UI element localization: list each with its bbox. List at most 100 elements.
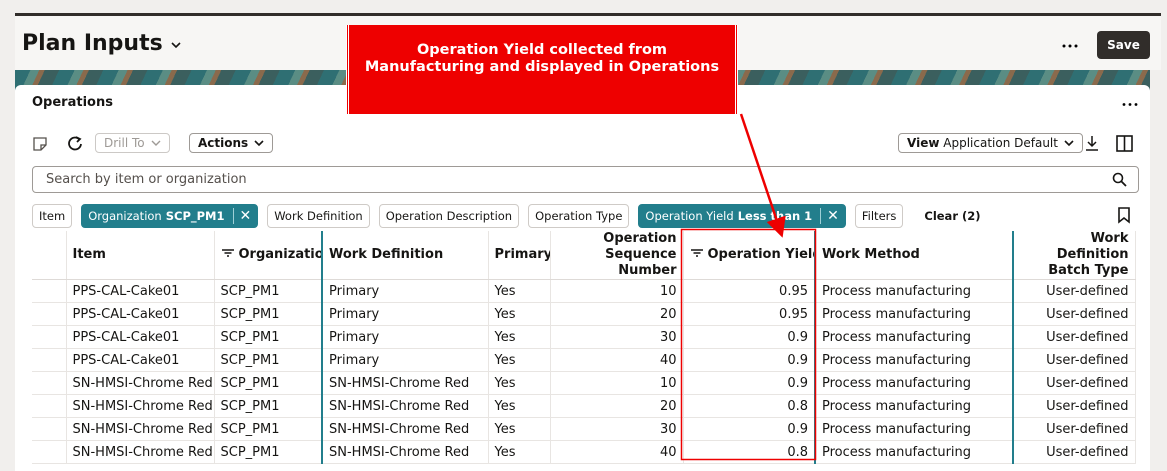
table-cell: Process manufacturing [814,279,1014,303]
select-cell [32,302,67,326]
table-row[interactable]: PPS-CAL-Cake01 SCP_PM1 Primary Yes 30 0.9 Proc… [32,325,1136,349]
filter-chip[interactable]: Item [32,204,73,228]
chevron [1064,140,1074,147]
table-cell: SCP_PM1 [214,371,323,395]
filter-chip[interactable]: Filters [854,204,904,228]
column-label: Item [72,247,106,262]
search-box[interactable]: Search by item or organization [32,166,1139,193]
save-button[interactable]: Save [1097,31,1150,59]
column-label: Operation Yield [707,247,815,262]
column-header[interactable]: Work Method [814,231,1014,280]
view-value: Application Default [943,136,1058,150]
column-header[interactable]: Work Definition Batch Type [1012,231,1136,280]
actions-label: Actions [198,136,249,150]
section-title: Operations [32,95,113,110]
column-label: Work Method [822,247,920,262]
filter-chip[interactable]: Organization SCP_PM1 ✕ [81,204,259,228]
filter-chip[interactable]: Operation Description [378,204,520,228]
table-cell: SN-HMSI-Chrome Red [66,417,215,441]
filter-chips: Item Organization SCP_PM1 ✕ Work Definition O… [32,204,981,228]
column-header[interactable]: Organization [214,231,323,280]
table-cell: 20 [550,394,684,418]
table-row[interactable]: PPS-CAL-Cake01 SCP_PM1 Primary Yes 40 0.9 Proc… [32,348,1136,372]
toolbar-icons[interactable] [33,136,88,152]
table-cell: 40 [550,348,684,372]
table-cell: SN-HMSI-Chrome Red [66,440,215,464]
table-cell: Process manufacturing [814,417,1014,441]
table-row[interactable]: SN-HMSI-Chrome Red SCP_PM1 SN-HMSI-Chrome … [32,394,1136,418]
chip-remove[interactable]: ✕ [820,208,839,224]
chip-label: Item [39,209,66,223]
table-cell: Yes [488,417,551,441]
title-text: Plan Inputs [22,31,163,56]
page-title[interactable]: Plan Inputs [22,31,182,56]
table-row[interactable]: SN-HMSI-Chrome Red SCP_PM1 SN-HMSI-Chrome … [32,417,1136,441]
select-header [32,231,67,280]
chip-label: Operation Type [535,209,623,223]
table-cell: User-defined [1012,348,1136,372]
drill-to-label: Drill To [104,136,145,150]
table-cell: User-defined [1012,325,1136,349]
chip-label: Work Definition [274,209,363,223]
column-header[interactable]: Primary [488,231,551,280]
select-cell [32,279,67,303]
actions-button[interactable]: Actions [189,133,274,153]
filter-icon [690,249,703,257]
table-cell: SCP_PM1 [214,417,323,441]
table-row[interactable]: SN-HMSI-Chrome Red SCP_PM1 SN-HMSI-Chrome … [32,440,1136,464]
table-cell: SCP_PM1 [214,279,323,303]
table-cell: 0.9 [683,325,816,349]
filter-chip[interactable]: Operation Yield Less than 1 ✕ [638,204,846,228]
table-cell: SCP_PM1 [214,394,323,418]
table-cell: Process manufacturing [814,302,1014,326]
table-cell: SN-HMSI-Chrome Red [66,371,215,395]
select-cell [32,348,67,372]
table-cell: 10 [550,371,684,395]
table-row[interactable]: PPS-CAL-Cake01 SCP_PM1 Primary Yes 10 0.95 Pro… [32,279,1136,303]
chevron [151,140,161,146]
table-cell: PPS-CAL-Cake01 [66,325,215,349]
table-cell: 0.95 [683,302,816,326]
top-border [15,13,1161,16]
table-cell: User-defined [1012,279,1136,303]
table-cell: SCP_PM1 [214,348,323,372]
table-cell: SN-HMSI-Chrome Red [321,440,489,464]
table-cell: 0.95 [683,279,816,303]
table-row[interactable]: SN-HMSI-Chrome Red SCP_PM1 SN-HMSI-Chrome … [32,371,1136,395]
clear-filters[interactable]: Clear (2) [924,209,981,223]
table-cell: User-defined [1012,417,1136,441]
table-cell: SN-HMSI-Chrome Red [321,394,489,418]
column-header[interactable]: Item [66,231,215,280]
table-cell: SCP_PM1 [214,440,323,464]
section-more-icon[interactable] [1122,102,1138,107]
select-cell [32,440,67,464]
column-label: Organization [238,247,322,262]
table-cell: Process manufacturing [814,440,1014,464]
filter-chip[interactable]: Work Definition [267,204,370,228]
table-cell: Process manufacturing [814,348,1014,372]
drill-to-button[interactable]: Drill To [95,133,170,153]
chip-label: Organization [88,209,162,223]
view-select[interactable]: View Application Default [898,133,1083,153]
column-header[interactable]: Work Definition [321,231,489,280]
search-icon[interactable] [1112,172,1128,188]
table-row[interactable]: PPS-CAL-Cake01 SCP_PM1 Primary Yes 20 0.95 Pro… [32,302,1136,326]
table-cell: Yes [488,348,551,372]
table-cell: Yes [488,394,551,418]
column-label: Operation Sequence Number [603,231,677,278]
filter-chip[interactable]: Operation Type [528,204,630,228]
table-cell: SN-HMSI-Chrome Red [66,394,215,418]
toolbar-right-icons[interactable] [1084,134,1136,154]
column-header[interactable]: Operation Yield [683,231,816,280]
search-placeholder: Search by item or organization [46,172,247,187]
table-cell: Process manufacturing [814,371,1014,395]
column-header[interactable]: Operation Sequence Number [550,231,684,280]
bookmark-icon[interactable] [1117,207,1131,224]
chip-remove[interactable]: ✕ [232,208,251,224]
chip-value: SCP_PM1 [165,209,225,223]
column-label: Work Definition Batch Type [1048,231,1129,278]
table-cell: PPS-CAL-Cake01 [66,348,215,372]
table-cell: SCP_PM1 [214,302,323,326]
more-icon[interactable] [1061,43,1079,49]
